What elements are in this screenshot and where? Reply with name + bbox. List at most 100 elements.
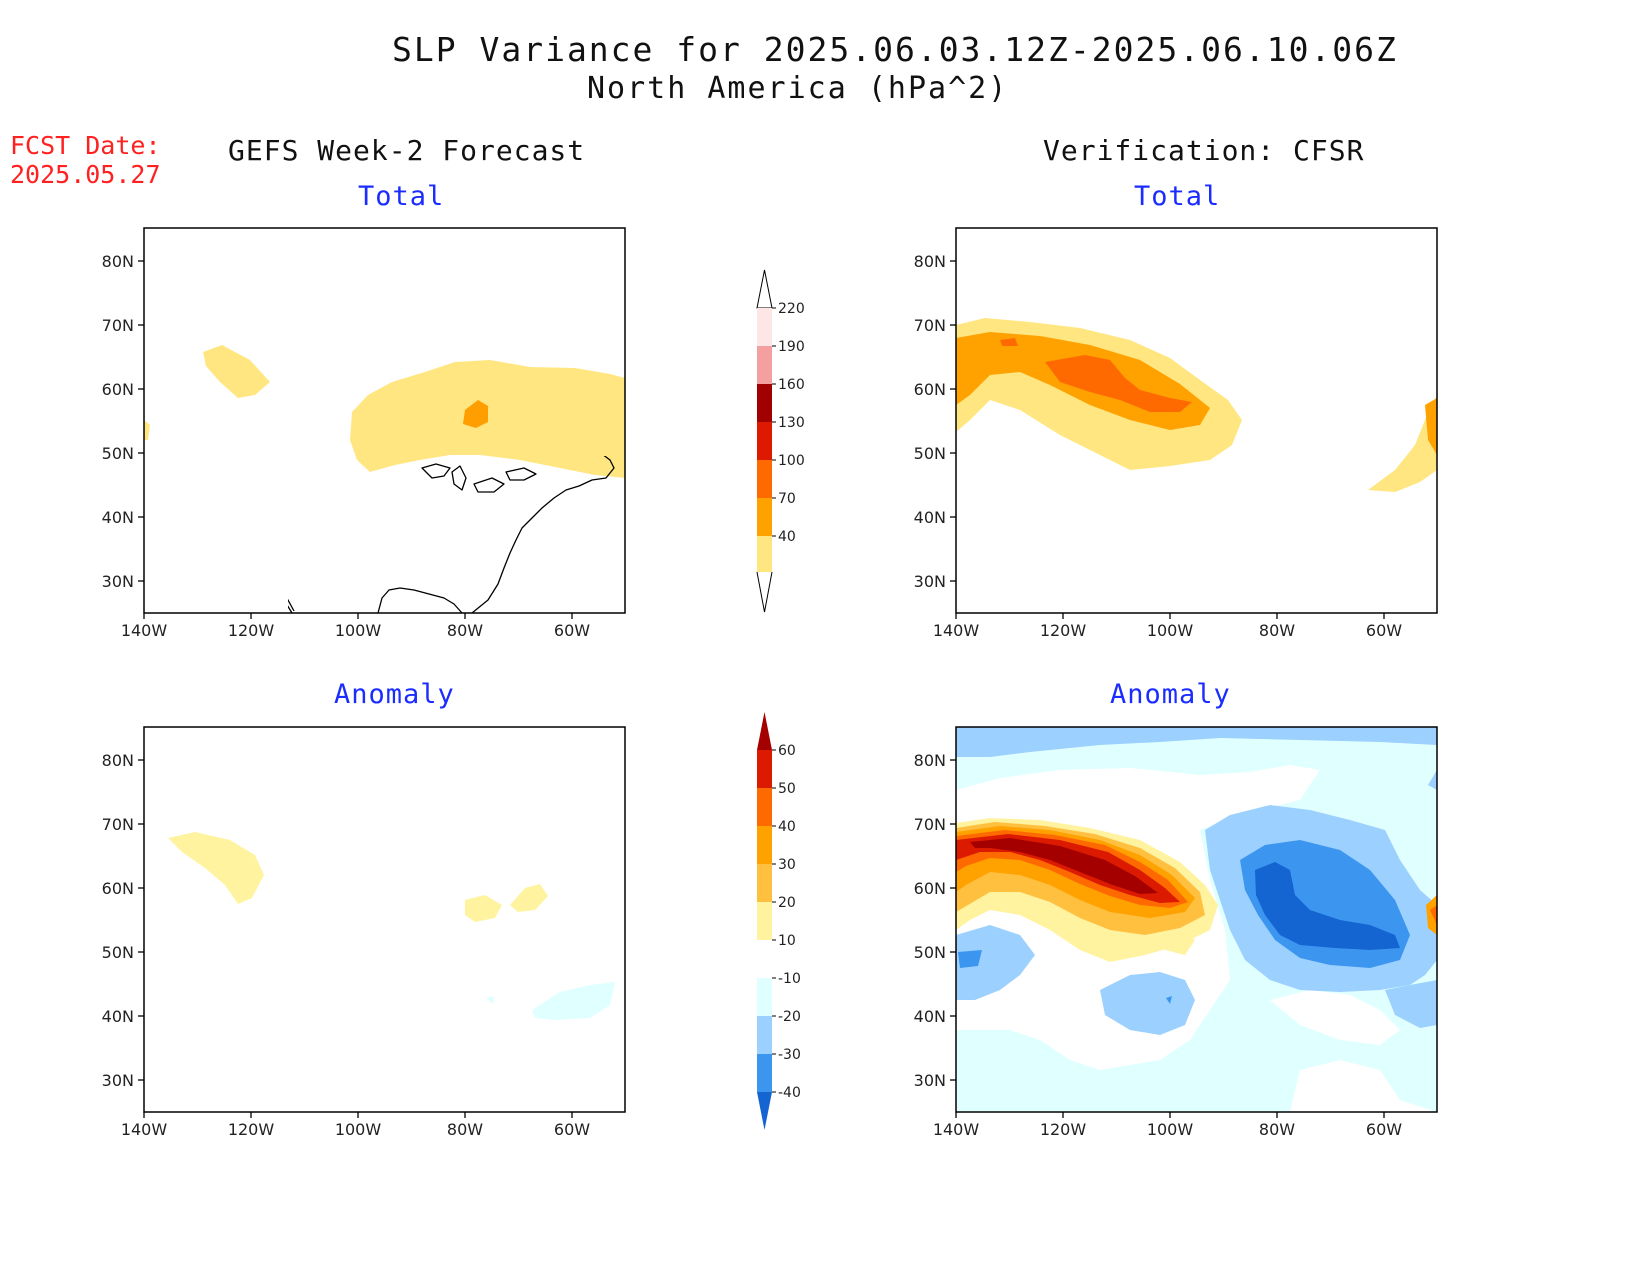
forecast-total-lat-label: 30N <box>102 572 134 591</box>
forecast-total-lat-label: 70N <box>102 316 134 335</box>
verification-total-fill <box>956 318 1437 492</box>
verification-total-lon-label: 140W <box>933 621 980 640</box>
colorbar-anomaly-swatch <box>757 940 772 978</box>
forecast-anomaly-lat-label: 60N <box>102 879 134 898</box>
map-panel-verification-anomaly <box>955 726 1438 1113</box>
colorbar-anomaly-swatch <box>757 864 772 902</box>
verification-anomaly-lon-label: 140W <box>933 1120 980 1139</box>
forecast-anomaly-lat-label: 80N <box>102 751 134 770</box>
colorbar-anomaly-swatch <box>757 1016 772 1054</box>
colorbar-anomaly-label: -40 <box>778 1085 801 1101</box>
chart-title: SLP Variance for 2025.06.03.12Z-2025.06.… <box>392 30 1398 69</box>
verification-total-lat-label: 70N <box>914 316 946 335</box>
forecast-anomaly-lon-label: 80W <box>447 1120 483 1139</box>
colorbar-anomaly-label: -20 <box>778 1009 801 1025</box>
fcst-date-value: 2025.05.27 <box>10 160 161 189</box>
colorbar-anomaly-label: 20 <box>778 895 796 911</box>
colorbar-total-label: 40 <box>778 529 796 545</box>
colorbar-anomaly-label: 30 <box>778 857 796 873</box>
verification-total-lat-label: 40N <box>914 508 946 527</box>
forecast-total-lon-label: 120W <box>228 621 275 640</box>
forecast-anomaly-lon-label: 100W <box>335 1120 382 1139</box>
colorbar-total-swatch <box>757 422 772 460</box>
verification-anomaly-lon-label: 80W <box>1259 1120 1295 1139</box>
verification-anomaly-lat-label: 50N <box>914 943 946 962</box>
verification-anomaly-lat-label: 60N <box>914 879 946 898</box>
forecast-anomaly-lon-label: 60W <box>554 1120 590 1139</box>
verification-anomaly-lon-label: 100W <box>1147 1120 1194 1139</box>
forecast-anomaly-lat-label: 50N <box>102 943 134 962</box>
colorbar-total: 220 190 160 130 100 70 40 <box>756 269 805 613</box>
colorbar-total-swatch <box>757 346 772 384</box>
colorbar-anomaly-label: 40 <box>778 819 796 835</box>
verification-anomaly-lat-label: 30N <box>914 1071 946 1090</box>
forecast-total-fill <box>144 345 625 478</box>
map-panel-forecast-anomaly <box>143 726 626 1113</box>
left-column-heading: GEFS Week-2 Forecast <box>228 134 586 167</box>
forecast-anomaly-lat-label: 40N <box>102 1007 134 1026</box>
forecast-anomaly-fill <box>168 832 615 1020</box>
verification-total-lon-label: 120W <box>1040 621 1087 640</box>
verification-total-lat-label: 80N <box>914 252 946 271</box>
colorbar-anomaly-swatch <box>757 826 772 864</box>
colorbar-total-label: 220 <box>778 301 805 317</box>
colorbar-anomaly-label: -30 <box>778 1047 801 1063</box>
colorbar-anomaly-swatch <box>757 750 772 788</box>
panel-title-verification-total: Total <box>1134 181 1221 212</box>
colorbar-total-label: 70 <box>778 491 796 507</box>
verification-total-lon-label: 100W <box>1147 621 1194 640</box>
forecast-total-lat-label: 80N <box>102 252 134 271</box>
colorbar-anomaly-label: 50 <box>778 781 796 797</box>
verification-anomaly-lat-label: 40N <box>914 1007 946 1026</box>
colorbar-total-label: 160 <box>778 377 805 393</box>
verification-anomaly-lat-label: 80N <box>914 751 946 770</box>
colorbar-total-label: 100 <box>778 453 805 469</box>
right-column-heading: Verification: CFSR <box>1043 134 1365 167</box>
axes-layer: 80N 70N 60N 50N 40N 30N 140W 120W 100W 80W 60W 80N 7… <box>102 252 1403 1139</box>
verification-total-lon-label: 80W <box>1259 621 1295 640</box>
forecast-anomaly-lat-label: 70N <box>102 815 134 834</box>
colorbar-total-swatch <box>757 460 772 498</box>
colorbar-total-bottom-arrow <box>756 571 773 613</box>
colorbar-total-label: 190 <box>778 339 805 355</box>
map-panel-verification-total <box>955 227 1438 614</box>
colorbar-anomaly-label: -10 <box>778 971 801 987</box>
colorbar-anomaly: 60 50 40 30 20 10 -10 -20 -30 -40 <box>757 712 801 1130</box>
forecast-total-lon-label: 140W <box>121 621 168 640</box>
forecast-anomaly-lon-label: 140W <box>121 1120 168 1139</box>
colorbar-anomaly-top-arrow <box>757 712 772 750</box>
colorbar-total-swatch <box>757 536 772 574</box>
colorbar-total-label: 130 <box>778 415 805 431</box>
verification-anomaly-lat-label: 70N <box>914 815 946 834</box>
colorbar-anomaly-swatch <box>757 788 772 826</box>
colorbar-anomaly-swatch <box>757 1054 772 1092</box>
forecast-anomaly-lon-label: 120W <box>228 1120 275 1139</box>
forecast-total-lon-label: 60W <box>554 621 590 640</box>
fcst-date-label: FCST Date: <box>10 131 161 160</box>
verification-total-lat-label: 30N <box>914 572 946 591</box>
colorbar-total-top-arrow <box>756 269 773 309</box>
verification-total-lat-label: 60N <box>914 380 946 399</box>
colorbar-total-swatch <box>757 384 772 422</box>
colorbar-total-swatch <box>757 308 772 346</box>
forecast-total-lon-label: 80W <box>447 621 483 640</box>
map-panel-forecast-total <box>143 227 626 614</box>
forecast-anomaly-lat-label: 30N <box>102 1071 134 1090</box>
colorbar-anomaly-bottom-arrow <box>757 1092 772 1130</box>
colorbar-anomaly-swatch <box>757 902 772 940</box>
panel-title-forecast-total: Total <box>358 181 445 212</box>
colorbar-anomaly-label: 60 <box>778 743 796 759</box>
colorbar-anomaly-swatch <box>757 978 772 1016</box>
chart-subtitle: North America (hPa^2) <box>587 71 1009 106</box>
colorbar-total-swatch <box>757 498 772 536</box>
verification-anomaly-lon-label: 120W <box>1040 1120 1087 1139</box>
forecast-total-lat-label: 40N <box>102 508 134 527</box>
panel-title-forecast-anomaly: Anomaly <box>334 679 455 710</box>
colorbar-anomaly-label: 10 <box>778 933 796 949</box>
forecast-total-lat-label: 60N <box>102 380 134 399</box>
verification-anomaly-fill <box>956 727 1437 1112</box>
verification-total-lon-label: 60W <box>1366 621 1402 640</box>
forecast-total-lon-label: 100W <box>335 621 382 640</box>
forecast-total-lat-label: 50N <box>102 444 134 463</box>
